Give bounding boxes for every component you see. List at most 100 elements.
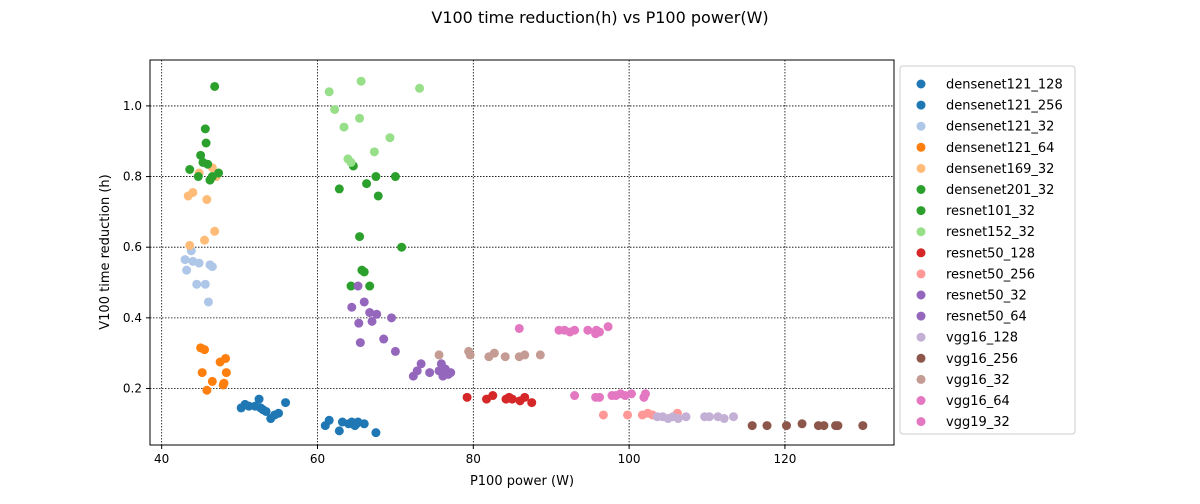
data-point	[387, 313, 397, 323]
data-point	[681, 412, 691, 422]
data-point	[203, 159, 213, 169]
data-point	[623, 410, 633, 420]
legend-marker	[916, 163, 926, 173]
data-point	[339, 122, 349, 132]
data-point	[371, 172, 381, 182]
legend-marker	[916, 290, 926, 300]
data-point	[390, 346, 400, 356]
data-point	[210, 81, 220, 91]
data-point	[390, 172, 400, 182]
y-axis-label: V100 time reduction (h)	[98, 174, 113, 329]
data-point	[673, 414, 683, 424]
data-point	[527, 398, 537, 408]
legend-label: densenet121_64	[946, 141, 1054, 156]
legend-label: vgg16_128	[946, 331, 1018, 346]
data-points	[180, 76, 868, 438]
data-point	[415, 83, 425, 93]
legend-marker	[916, 374, 926, 384]
data-point	[207, 262, 217, 272]
legend-marker	[916, 121, 926, 131]
data-point	[704, 412, 714, 422]
data-point	[833, 421, 843, 431]
data-point	[214, 168, 224, 178]
legend-label: resnet50_256	[946, 267, 1035, 282]
chart-title: V100 time reduction(h) vs P100 power(W)	[431, 8, 768, 27]
data-point	[379, 334, 389, 344]
legend-marker	[916, 206, 926, 216]
data-point	[412, 366, 422, 376]
data-point	[355, 338, 365, 348]
data-point	[221, 353, 231, 363]
x-tick-label: 80	[466, 452, 481, 466]
data-point	[207, 376, 217, 386]
legend-box	[899, 65, 1076, 435]
x-axis-label: P100 power (W)	[470, 474, 574, 489]
data-point	[200, 345, 210, 355]
x-tick-label: 40	[154, 452, 169, 466]
data-point	[595, 392, 605, 402]
x-tick-label: 100	[618, 452, 641, 466]
data-point	[729, 412, 739, 422]
legend-marker	[916, 417, 926, 427]
y-tick-label: 0.2	[123, 381, 142, 395]
data-point	[355, 113, 365, 123]
data-point	[202, 195, 212, 205]
data-point	[210, 226, 220, 236]
y-tick-label: 0.8	[123, 170, 142, 184]
data-point	[626, 389, 636, 399]
x-tick-label: 60	[310, 452, 325, 466]
data-point	[202, 385, 212, 395]
legend-marker	[916, 311, 926, 321]
legend-label: densenet121_32	[946, 120, 1054, 135]
data-point	[334, 184, 344, 194]
data-point	[354, 318, 364, 328]
legend: densenet121_128 densenet121_256 densenet12…	[899, 65, 1076, 435]
data-point	[425, 368, 435, 378]
data-point	[462, 392, 472, 402]
legend-label: resnet50_64	[946, 310, 1027, 325]
data-point	[416, 359, 426, 369]
legend-label: vgg19_32	[946, 415, 1010, 430]
data-point	[197, 368, 207, 378]
data-point	[254, 394, 264, 404]
grid-lines	[150, 60, 894, 445]
data-point	[347, 302, 357, 312]
legend-label: resnet101_32	[946, 204, 1035, 219]
data-point	[762, 421, 772, 431]
legend-marker	[916, 332, 926, 342]
data-point	[371, 428, 381, 438]
data-point	[719, 414, 729, 424]
y-tick-label: 0.4	[123, 311, 142, 325]
data-point	[372, 309, 382, 319]
legend-marker	[916, 248, 926, 258]
data-point	[598, 410, 608, 420]
data-point	[520, 392, 530, 402]
y-axis: 0.2 0.4 0.6 0.8 1.0	[123, 99, 150, 395]
x-tick-label: 120	[773, 452, 796, 466]
data-point	[281, 398, 291, 408]
data-point	[219, 378, 229, 388]
data-point	[180, 255, 190, 265]
data-point	[747, 421, 757, 431]
data-point	[359, 267, 369, 277]
data-point	[595, 327, 605, 337]
data-point	[359, 419, 369, 429]
data-point	[188, 187, 198, 197]
data-point	[324, 87, 334, 97]
data-point	[334, 426, 344, 436]
data-point	[514, 323, 524, 333]
data-point	[346, 281, 356, 291]
data-point	[819, 421, 829, 431]
data-point	[196, 150, 206, 160]
data-point	[367, 316, 377, 326]
legend-label: resnet152_32	[946, 225, 1035, 240]
data-point	[346, 157, 356, 167]
data-point	[369, 147, 379, 157]
data-point	[274, 408, 284, 418]
plot-frame	[149, 59, 895, 446]
legend-marker	[916, 79, 926, 89]
data-point	[192, 279, 202, 289]
data-point	[185, 240, 195, 250]
data-point	[640, 389, 650, 399]
y-tick-label: 1.0	[123, 99, 142, 113]
